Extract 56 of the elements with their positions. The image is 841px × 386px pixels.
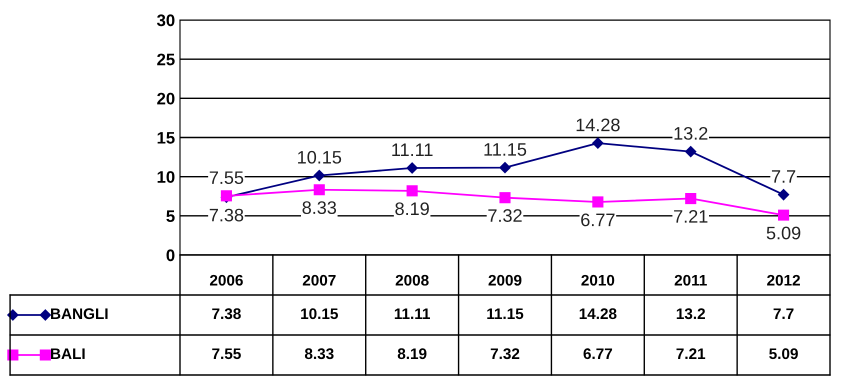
y-tick-label: 15 [158,132,175,144]
data-label: 7.38 [212,308,241,320]
annotation: 10.15 [298,150,342,164]
annotation: 7.7 [772,170,796,183]
point [499,192,511,204]
annotation: 11.11 [392,144,433,156]
data-label: 5.09 [769,348,798,360]
point [592,196,604,208]
annotation: 7.38 [210,208,244,222]
y-tick-label: 25 [157,54,175,66]
data-label: 7.32 [490,348,520,360]
data-label: 14.28 [580,308,617,320]
point [778,210,790,221]
point [592,138,604,149]
legend-label: BANGLI [51,308,108,320]
point [685,192,696,204]
x-tick-label: 2008 [396,274,429,286]
point [406,162,418,174]
data-label: 7.7 [774,308,794,319]
data-label: 6.77 [584,348,612,360]
point [314,170,325,182]
annotation: 7.21 [674,210,708,223]
x-tick-label: 2006 [210,274,243,286]
y-tick-label: 10 [158,171,174,183]
x-tick-label: 2007 [302,274,336,286]
data-label: 7.55 [212,348,241,360]
y-tick-label: 30 [156,14,174,26]
data-label: 10.15 [301,308,338,320]
data-label: 8.33 [304,348,334,360]
annotation: 5.09 [766,226,800,240]
data-label: 13.2 [676,308,705,320]
data-label: 11.11 [394,308,430,319]
annotation: 14.28 [576,118,620,132]
annotation: 8.33 [302,201,336,214]
legend-label: BALI [51,348,85,359]
x-tick-label: 2010 [581,274,614,286]
data-label: 7.21 [676,348,706,359]
point [685,146,696,158]
data-label: 11.15 [487,308,524,320]
y-tick-label: 5 [166,210,175,222]
x-tick-label: 2012 [767,274,800,286]
annotation: 13.2 [674,126,708,140]
y-tick-label: 0 [166,249,174,262]
y-tick-label: 20 [157,92,174,105]
point [778,189,790,200]
annotation: 7.32 [488,209,522,222]
x-tick-label: 2009 [488,274,522,286]
data-label: 8.19 [398,348,426,360]
point [406,185,418,196]
x-tick-label: 2011 [674,274,707,286]
annotation: 7.55 [210,171,244,184]
annotation: 8.19 [395,202,429,216]
annotation: 11.15 [484,143,526,156]
point [314,184,325,196]
point [499,162,511,174]
annotation: 6.77 [581,213,615,226]
